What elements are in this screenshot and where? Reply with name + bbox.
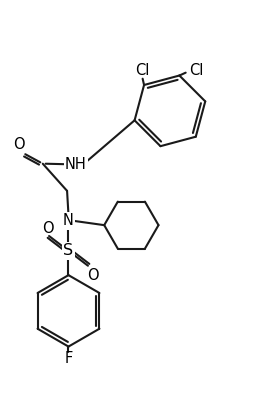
Text: Cl: Cl: [135, 63, 150, 78]
Text: O: O: [14, 137, 25, 152]
Text: O: O: [87, 268, 98, 283]
Text: NH: NH: [65, 157, 86, 172]
Text: O: O: [42, 221, 54, 236]
Text: N: N: [63, 213, 74, 228]
Text: F: F: [64, 351, 73, 366]
Text: Cl: Cl: [189, 63, 203, 78]
Text: S: S: [63, 244, 74, 258]
